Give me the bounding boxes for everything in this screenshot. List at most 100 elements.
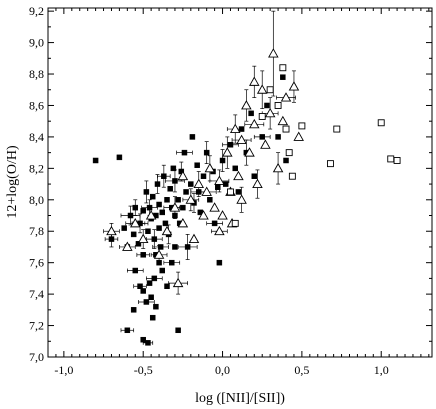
filled-square-point xyxy=(156,225,162,231)
filled-square-point xyxy=(154,181,161,187)
open-triangle-point xyxy=(277,115,289,126)
open-triangle-point xyxy=(169,202,181,212)
data-points xyxy=(92,48,401,346)
filled-square-point xyxy=(164,197,170,203)
open-square-point xyxy=(279,64,287,72)
filled-square-point xyxy=(132,204,139,211)
y-tick-label: 7,2 xyxy=(29,319,44,333)
open-triangle-point xyxy=(249,76,260,86)
filled-square-point xyxy=(143,299,150,305)
filled-square-point xyxy=(108,236,115,242)
open-square-point xyxy=(288,172,296,180)
filled-square-point xyxy=(172,244,178,250)
open-triangle-point xyxy=(177,170,189,181)
open-triangle-point xyxy=(204,162,216,173)
filled-square-point xyxy=(164,283,170,290)
open-triangle-point xyxy=(145,210,157,220)
filled-square-point xyxy=(127,212,134,219)
filled-square-point xyxy=(121,225,127,231)
filled-square-point xyxy=(181,149,188,156)
open-triangle-point xyxy=(185,194,197,204)
open-triangle-point xyxy=(244,147,255,157)
y-tick-label: 9,0 xyxy=(29,36,44,50)
open-triangle-point xyxy=(153,249,165,259)
filled-square-point xyxy=(146,204,153,211)
open-square-point xyxy=(326,160,334,168)
filled-square-point xyxy=(235,189,242,195)
y-axis-title: 12+log(O/H) xyxy=(5,145,20,219)
open-triangle-point xyxy=(293,131,304,141)
y-tick-label: 8,6 xyxy=(29,98,44,112)
open-triangle-point xyxy=(172,277,184,288)
filled-square-point xyxy=(161,173,167,179)
open-triangle-point xyxy=(272,162,284,173)
filled-square-point xyxy=(259,134,265,140)
filled-square-point xyxy=(227,142,234,148)
x-tick-label: 0,5 xyxy=(294,363,309,377)
open-triangle-point xyxy=(260,139,271,149)
filled-square-point xyxy=(280,74,286,80)
filled-square-point xyxy=(180,204,186,211)
filled-square-point xyxy=(248,110,254,117)
filled-square-point xyxy=(130,307,137,313)
filled-square-point xyxy=(195,189,202,195)
open-square-point xyxy=(274,102,282,109)
filled-square-point xyxy=(264,102,270,109)
plot-area xyxy=(47,7,433,358)
open-triangle-point xyxy=(193,178,205,189)
y-axis: 7,0 7,2 7,4 7,6 7,8 8,0 8,2 8,4 8,6 8,8 9,0 9,2 xyxy=(29,4,432,364)
open-triangle-point xyxy=(122,241,133,251)
filled-square-point xyxy=(167,186,173,192)
open-square-point xyxy=(266,86,274,94)
open-triangle-point xyxy=(252,178,263,189)
y-tick-label: 7,4 xyxy=(29,287,44,301)
open-triangle-point xyxy=(264,107,276,118)
filled-square-point xyxy=(140,208,146,214)
filled-square-point xyxy=(143,189,150,195)
filled-square-point xyxy=(211,220,218,227)
filled-square-point xyxy=(156,259,162,266)
x-tick-label: 1,0 xyxy=(374,363,389,377)
filled-square-point xyxy=(200,173,207,179)
filled-square-point xyxy=(188,181,194,187)
open-triangle-point xyxy=(214,225,225,236)
open-triangle-point xyxy=(229,123,241,133)
open-square-point xyxy=(231,219,239,227)
open-triangle-point xyxy=(241,100,252,110)
filled-square-point xyxy=(183,189,189,195)
x-axis: -1,0 -0,5 0,0 0,5 1,0 xyxy=(47,8,430,377)
filled-square-point xyxy=(116,154,123,161)
filled-square-point xyxy=(175,197,181,203)
open-triangle-point xyxy=(268,48,279,58)
open-triangle-point xyxy=(236,134,247,145)
filled-square-point xyxy=(151,236,158,242)
error-bars xyxy=(103,10,296,345)
filled-square-point xyxy=(238,126,245,132)
filled-square-point xyxy=(184,244,191,250)
filled-square-point xyxy=(232,165,238,172)
filled-square-point xyxy=(140,252,146,258)
y-tick-label: 7,8 xyxy=(29,224,44,238)
x-tick-label: -1,0 xyxy=(54,363,73,377)
filled-square-point xyxy=(145,228,151,234)
filled-square-point xyxy=(124,327,131,334)
y-tick-label: 8,8 xyxy=(29,67,44,81)
open-square-point xyxy=(282,125,290,133)
filled-square-point xyxy=(175,327,181,334)
open-square-point xyxy=(285,149,293,157)
open-square-point xyxy=(393,157,401,164)
filled-square-point xyxy=(194,162,200,168)
y-tick-label: 8,2 xyxy=(29,161,44,175)
filled-square-point xyxy=(172,178,178,184)
open-triangle-point xyxy=(280,92,292,102)
filled-square-point xyxy=(149,193,156,200)
filled-square-point xyxy=(172,212,178,219)
filled-square-point xyxy=(92,157,99,164)
filled-square-point xyxy=(145,340,151,346)
filled-square-point xyxy=(207,197,213,203)
open-triangle-point xyxy=(106,225,117,236)
filled-square-point xyxy=(157,244,164,250)
filled-square-point xyxy=(137,283,143,290)
y-tick-label: 7,0 xyxy=(29,350,44,364)
